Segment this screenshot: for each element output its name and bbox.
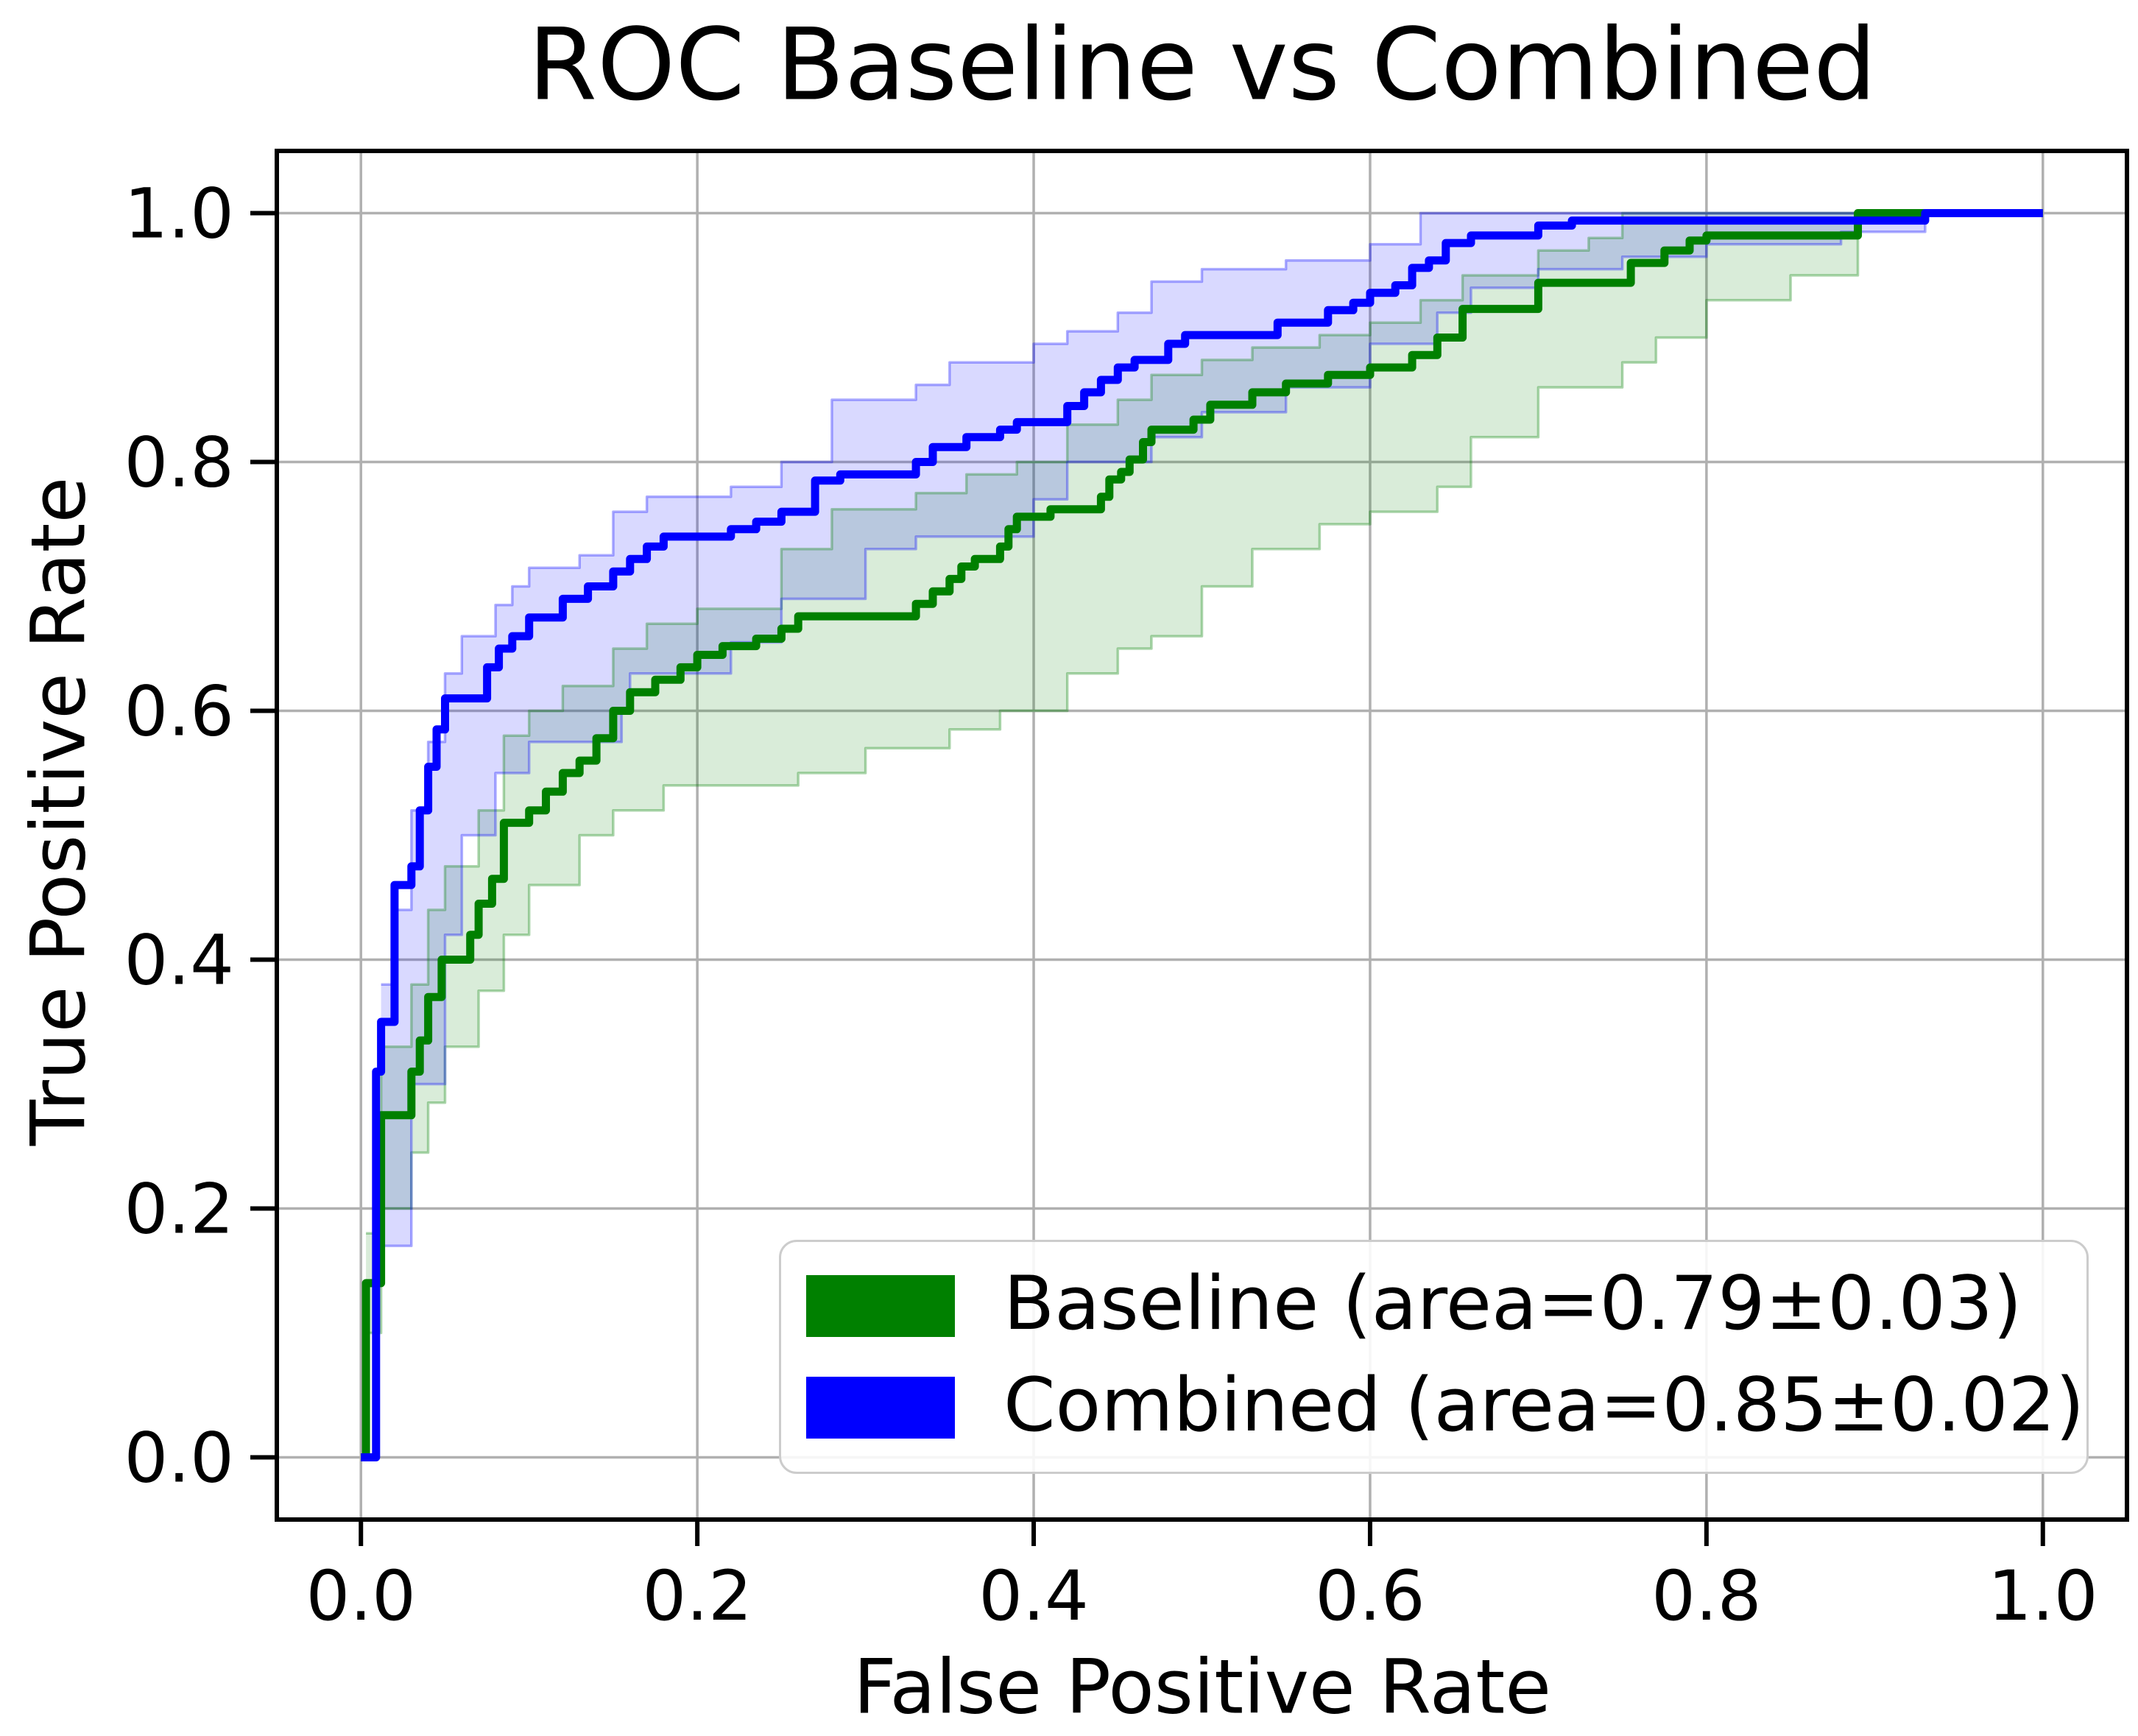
combined-confidence-band bbox=[381, 213, 2043, 1246]
legend-row-combined: Combined (area=0.85±0.02) bbox=[806, 1367, 2086, 1442]
x-tick-label: 0.6 bbox=[1315, 1556, 1425, 1637]
baseline-roc-curve bbox=[361, 209, 2043, 1461]
combined-band-edges bbox=[381, 211, 2043, 1247]
x-tick-label: 0.0 bbox=[306, 1556, 416, 1637]
baseline-band-edges bbox=[366, 211, 2043, 1335]
y-tick-label: 1.0 bbox=[124, 174, 235, 255]
y-tick-label: 0.8 bbox=[124, 423, 235, 504]
tick-marks bbox=[250, 211, 2045, 1546]
x-tick-label: 0.4 bbox=[978, 1556, 1089, 1637]
baseline-color-swatch bbox=[806, 1275, 955, 1337]
combined-color-swatch bbox=[806, 1377, 955, 1439]
y-axis-label: True Positive Rate bbox=[15, 476, 103, 1146]
legend-label-combined: Combined (area=0.85±0.02) bbox=[1003, 1361, 2085, 1448]
tick-labels: 0.0 0.2 0.4 0.6 0.8 1.0 0.0 0.2 0.4 0.6 0.8 1.0 bbox=[124, 174, 2098, 1637]
x-axis-label: False Positive Rate bbox=[853, 1643, 1551, 1732]
plot-spines bbox=[275, 149, 2129, 1522]
y-tick-label: 0.4 bbox=[124, 921, 235, 1001]
legend-row-baseline: Baseline (area=0.79±0.03) bbox=[806, 1266, 2086, 1340]
y-tick-label: 0.0 bbox=[124, 1419, 235, 1499]
combined-roc-curve bbox=[361, 209, 2043, 1461]
y-tick-label: 0.6 bbox=[124, 672, 235, 752]
chart-title: ROC Baseline vs Combined bbox=[528, 7, 1877, 123]
baseline-confidence-band bbox=[366, 213, 2043, 1333]
legend-label-baseline: Baseline (area=0.79±0.03) bbox=[1003, 1259, 2022, 1347]
x-tick-label: 0.2 bbox=[642, 1556, 752, 1637]
gridlines bbox=[277, 151, 2127, 1520]
x-tick-label: 1.0 bbox=[1988, 1556, 2098, 1637]
x-tick-label: 0.8 bbox=[1651, 1556, 1762, 1637]
y-tick-label: 0.2 bbox=[124, 1170, 235, 1250]
legend: Baseline (area=0.79±0.03) Combined (area… bbox=[779, 1240, 2089, 1474]
